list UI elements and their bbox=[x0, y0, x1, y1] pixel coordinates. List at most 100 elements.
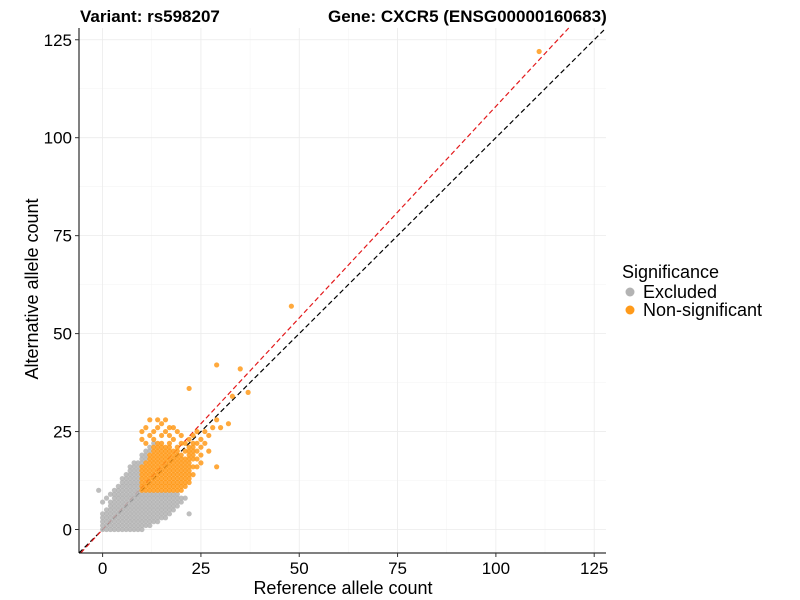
point-non-significant bbox=[186, 475, 192, 482]
legend-label-excluded: Excluded bbox=[643, 282, 717, 302]
point-excluded bbox=[166, 495, 173, 501]
point-non-significant bbox=[178, 479, 184, 486]
point-non-significant bbox=[182, 483, 188, 489]
point-non-significant bbox=[174, 475, 180, 482]
point-excluded bbox=[139, 495, 145, 501]
point-excluded bbox=[111, 499, 117, 505]
point-excluded bbox=[135, 522, 141, 529]
point-non-significant bbox=[170, 436, 176, 442]
point-excluded bbox=[178, 499, 184, 505]
point-non-significant bbox=[147, 472, 153, 478]
point-non-significant bbox=[186, 444, 192, 450]
point-non-significant bbox=[202, 428, 208, 435]
point-excluded bbox=[139, 503, 145, 509]
point-non-significant bbox=[178, 483, 184, 489]
point-excluded bbox=[139, 515, 145, 521]
point-excluded bbox=[147, 448, 153, 454]
point-excluded bbox=[119, 507, 125, 513]
point-excluded bbox=[127, 522, 133, 529]
point-non-significant bbox=[225, 421, 232, 427]
point-excluded bbox=[123, 472, 129, 478]
point-excluded bbox=[135, 479, 141, 486]
point-non-significant bbox=[143, 472, 149, 478]
point-non-significant bbox=[166, 456, 173, 462]
point-excluded bbox=[170, 503, 176, 509]
x-tick-label: 125 bbox=[580, 559, 608, 578]
point-excluded bbox=[155, 495, 161, 501]
point-non-significant bbox=[174, 460, 180, 466]
point-excluded bbox=[119, 519, 125, 525]
point-non-significant bbox=[139, 464, 145, 470]
point-excluded bbox=[151, 519, 157, 525]
point-excluded bbox=[139, 456, 145, 462]
legend-label-non-significant: Non-significant bbox=[643, 300, 762, 320]
point-non-significant bbox=[170, 460, 176, 466]
point-non-significant bbox=[158, 456, 165, 462]
point-excluded bbox=[103, 507, 110, 513]
point-excluded bbox=[111, 487, 117, 493]
point-excluded bbox=[135, 472, 141, 478]
point-non-significant bbox=[155, 452, 161, 458]
point-non-significant bbox=[158, 421, 165, 427]
point-excluded bbox=[155, 511, 161, 517]
point-non-significant bbox=[170, 487, 176, 493]
point-non-significant bbox=[151, 444, 157, 450]
point-excluded bbox=[107, 511, 114, 517]
point-non-significant bbox=[139, 483, 145, 489]
point-excluded bbox=[131, 526, 137, 533]
point-non-significant bbox=[178, 464, 184, 470]
point-non-significant bbox=[158, 440, 165, 446]
point-non-significant bbox=[178, 475, 184, 482]
point-non-significant bbox=[151, 448, 157, 454]
point-non-significant bbox=[186, 479, 192, 486]
point-excluded bbox=[123, 491, 129, 497]
point-excluded bbox=[143, 495, 149, 501]
point-excluded bbox=[119, 491, 125, 497]
point-non-significant bbox=[162, 472, 169, 478]
point-excluded bbox=[127, 515, 133, 521]
point-non-significant bbox=[147, 479, 153, 486]
point-non-significant bbox=[166, 475, 173, 482]
point-non-significant bbox=[147, 483, 153, 489]
point-non-significant bbox=[210, 425, 216, 431]
point-excluded bbox=[135, 495, 141, 501]
point-excluded bbox=[151, 507, 157, 513]
point-non-significant bbox=[206, 432, 212, 439]
point-excluded bbox=[119, 487, 125, 493]
point-excluded bbox=[123, 475, 129, 482]
point-non-significant bbox=[155, 472, 161, 478]
point-excluded bbox=[135, 487, 141, 493]
point-non-significant bbox=[186, 436, 192, 442]
point-non-significant bbox=[155, 475, 161, 482]
point-non-significant bbox=[166, 472, 173, 478]
point-excluded bbox=[143, 515, 149, 521]
point-non-significant bbox=[151, 428, 157, 435]
point-excluded bbox=[127, 507, 133, 513]
point-non-significant bbox=[162, 417, 169, 423]
point-non-significant bbox=[182, 464, 188, 470]
point-excluded bbox=[166, 507, 173, 513]
point-excluded bbox=[127, 487, 133, 493]
point-non-significant bbox=[206, 448, 212, 454]
point-excluded bbox=[131, 522, 137, 529]
point-excluded bbox=[139, 491, 145, 497]
point-excluded bbox=[135, 515, 141, 521]
point-excluded bbox=[127, 503, 133, 509]
point-excluded bbox=[111, 519, 117, 525]
point-excluded bbox=[139, 452, 145, 458]
point-non-significant bbox=[214, 464, 220, 470]
point-non-significant bbox=[139, 436, 145, 442]
point-excluded bbox=[170, 491, 176, 497]
point-excluded bbox=[119, 515, 125, 521]
point-excluded bbox=[155, 519, 161, 525]
point-excluded bbox=[139, 499, 145, 505]
point-excluded bbox=[103, 526, 110, 533]
point-excluded bbox=[151, 491, 157, 497]
axes bbox=[78, 28, 606, 554]
point-excluded bbox=[135, 503, 141, 509]
point-non-significant bbox=[158, 472, 165, 478]
point-excluded bbox=[123, 499, 129, 505]
point-excluded bbox=[103, 511, 110, 517]
point-excluded bbox=[135, 460, 141, 466]
